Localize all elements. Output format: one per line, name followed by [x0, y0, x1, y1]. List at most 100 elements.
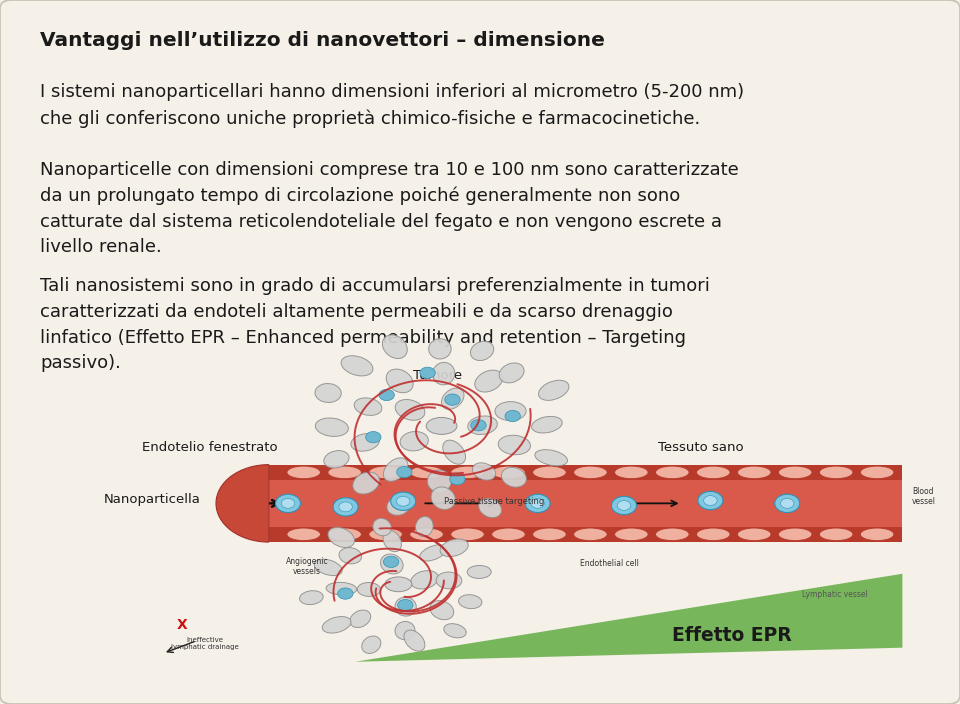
- Ellipse shape: [323, 617, 351, 633]
- Ellipse shape: [400, 432, 428, 451]
- Circle shape: [391, 492, 416, 510]
- Ellipse shape: [349, 610, 371, 627]
- Ellipse shape: [499, 363, 524, 383]
- Ellipse shape: [737, 528, 771, 541]
- Ellipse shape: [383, 458, 408, 482]
- Ellipse shape: [386, 369, 413, 393]
- Text: Lymphatic vessel: Lymphatic vessel: [803, 591, 868, 599]
- Ellipse shape: [539, 380, 569, 401]
- Ellipse shape: [433, 363, 455, 385]
- Ellipse shape: [468, 565, 492, 579]
- Ellipse shape: [442, 388, 464, 409]
- Ellipse shape: [395, 597, 417, 616]
- Ellipse shape: [459, 595, 482, 609]
- Ellipse shape: [416, 517, 433, 536]
- Ellipse shape: [420, 545, 446, 561]
- Ellipse shape: [860, 528, 894, 541]
- Circle shape: [698, 491, 723, 510]
- Ellipse shape: [395, 622, 415, 640]
- Ellipse shape: [300, 591, 324, 605]
- Ellipse shape: [431, 487, 455, 510]
- Circle shape: [338, 588, 353, 599]
- Ellipse shape: [341, 356, 372, 376]
- Circle shape: [366, 432, 381, 443]
- Ellipse shape: [328, 527, 354, 548]
- Circle shape: [333, 498, 358, 516]
- Ellipse shape: [357, 582, 380, 596]
- Text: Tessuto sano: Tessuto sano: [658, 441, 743, 453]
- Ellipse shape: [385, 577, 412, 591]
- Ellipse shape: [614, 528, 648, 541]
- Ellipse shape: [404, 630, 425, 651]
- Ellipse shape: [430, 601, 454, 620]
- Circle shape: [397, 599, 413, 610]
- Ellipse shape: [362, 636, 381, 653]
- Ellipse shape: [410, 466, 444, 479]
- Ellipse shape: [475, 370, 503, 392]
- Ellipse shape: [533, 528, 566, 541]
- Ellipse shape: [436, 572, 462, 589]
- Ellipse shape: [387, 496, 410, 515]
- Ellipse shape: [287, 466, 321, 479]
- Ellipse shape: [411, 570, 439, 589]
- Ellipse shape: [380, 554, 403, 574]
- Circle shape: [470, 420, 486, 431]
- Circle shape: [525, 494, 550, 513]
- Ellipse shape: [779, 528, 812, 541]
- Ellipse shape: [468, 416, 497, 434]
- Ellipse shape: [532, 416, 563, 433]
- Ellipse shape: [354, 398, 382, 415]
- Ellipse shape: [315, 418, 348, 436]
- Ellipse shape: [314, 559, 342, 576]
- Text: Nanoparticelle con dimensioni comprese tra 10 e 100 nm sono caratterizzate
da un: Nanoparticelle con dimensioni comprese t…: [40, 161, 739, 256]
- Text: Nanoparticella: Nanoparticella: [104, 494, 201, 506]
- Ellipse shape: [498, 435, 531, 455]
- Ellipse shape: [443, 440, 466, 464]
- Ellipse shape: [451, 528, 484, 541]
- Ellipse shape: [339, 548, 362, 564]
- Text: Tali nanosistemi sono in grado di accumularsi preferenzialmente in tumori
caratt: Tali nanosistemi sono in grado di accumu…: [40, 277, 710, 372]
- Text: Blood
vessel: Blood vessel: [912, 486, 936, 506]
- Polygon shape: [355, 574, 902, 662]
- Circle shape: [704, 496, 717, 505]
- Ellipse shape: [574, 528, 607, 541]
- Circle shape: [396, 467, 412, 478]
- Text: Passive tissue targeting: Passive tissue targeting: [444, 498, 544, 506]
- Ellipse shape: [860, 466, 894, 479]
- Ellipse shape: [614, 466, 648, 479]
- Ellipse shape: [574, 466, 607, 479]
- Text: Endotelio fenestrato: Endotelio fenestrato: [142, 441, 277, 453]
- Ellipse shape: [533, 466, 566, 479]
- Text: Vantaggi nell’utilizzo di nanovettori – dimensione: Vantaggi nell’utilizzo di nanovettori – …: [40, 31, 605, 50]
- Text: Effetto EPR: Effetto EPR: [672, 626, 792, 644]
- Ellipse shape: [656, 466, 689, 479]
- Ellipse shape: [737, 466, 771, 479]
- Text: Ineffective
lymphatic drainage: Ineffective lymphatic drainage: [171, 637, 238, 650]
- Ellipse shape: [315, 384, 341, 403]
- Ellipse shape: [351, 434, 379, 451]
- Ellipse shape: [535, 450, 567, 466]
- Ellipse shape: [369, 466, 402, 479]
- Circle shape: [617, 501, 631, 510]
- Text: Angiogenic
vessels: Angiogenic vessels: [286, 557, 328, 577]
- Ellipse shape: [352, 472, 379, 494]
- Ellipse shape: [495, 401, 526, 420]
- Ellipse shape: [328, 528, 361, 541]
- Ellipse shape: [369, 528, 402, 541]
- Ellipse shape: [444, 624, 467, 638]
- Ellipse shape: [501, 467, 526, 487]
- Ellipse shape: [426, 417, 457, 434]
- Circle shape: [444, 394, 460, 406]
- Text: X: X: [177, 618, 188, 632]
- Ellipse shape: [451, 466, 484, 479]
- Circle shape: [505, 410, 520, 422]
- Ellipse shape: [328, 466, 361, 479]
- Circle shape: [276, 494, 300, 513]
- Text: I sistemi nanoparticellari hanno dimensioni inferiori al micrometro (5-200 nm)
c: I sistemi nanoparticellari hanno dimensi…: [40, 83, 744, 127]
- Ellipse shape: [324, 451, 349, 468]
- Ellipse shape: [326, 582, 356, 595]
- Circle shape: [281, 498, 295, 508]
- Circle shape: [775, 494, 800, 513]
- Circle shape: [531, 498, 544, 508]
- Circle shape: [379, 389, 395, 401]
